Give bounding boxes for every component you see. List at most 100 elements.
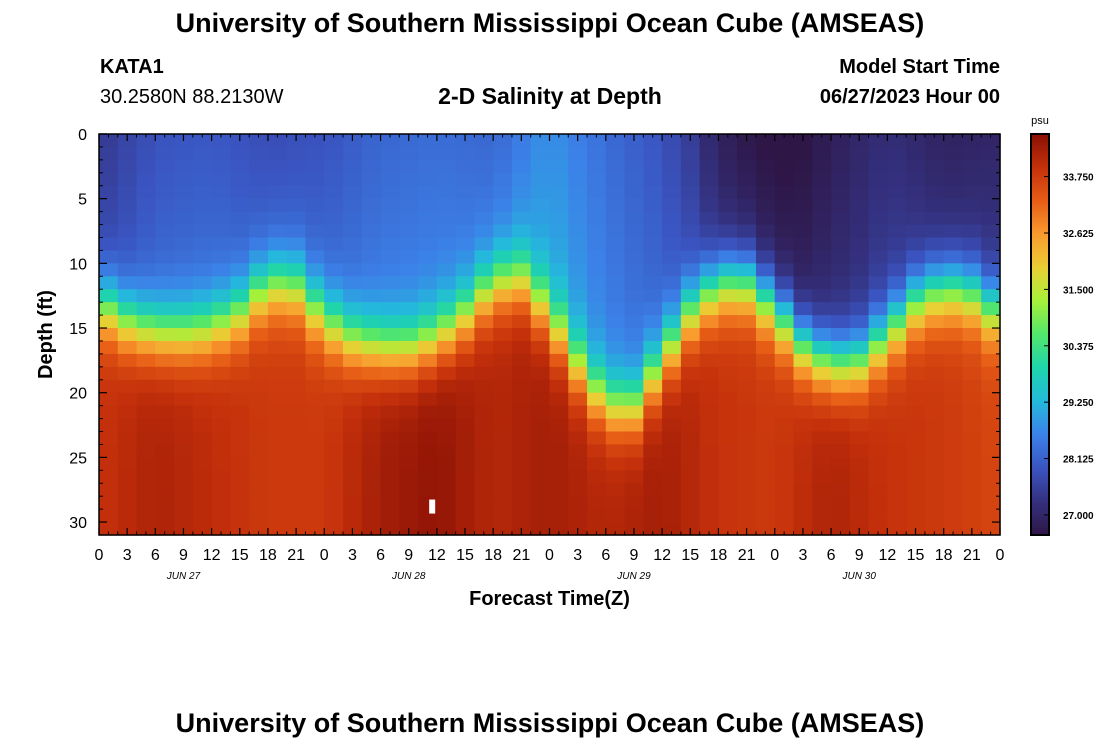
heatmap-cell [981, 302, 1001, 316]
heatmap-cell [493, 496, 513, 510]
heatmap-cell [343, 146, 363, 161]
heatmap-cell [305, 250, 325, 264]
heatmap-cell [493, 470, 513, 484]
heatmap-cell [136, 496, 156, 510]
heatmap-cell [549, 146, 569, 161]
heatmap-cell [343, 483, 363, 497]
heatmap-cell [849, 172, 870, 187]
heatmap-cell [249, 134, 269, 148]
heatmap-cell [624, 392, 644, 407]
heatmap-cell [981, 198, 1001, 213]
heatmap-cell [361, 470, 382, 484]
heatmap-cell [605, 379, 626, 394]
heatmap-cell [361, 198, 382, 213]
heatmap-cell [924, 134, 945, 148]
heatmap-cell [192, 483, 213, 497]
heatmap-cell [511, 379, 532, 394]
heatmap-cell [718, 405, 738, 420]
heatmap-cell [587, 159, 607, 174]
heatmap-cell [774, 405, 795, 420]
heatmap-cell [399, 509, 419, 523]
heatmap-cell [436, 353, 457, 368]
heatmap-cell [924, 263, 945, 277]
heatmap-cell [568, 315, 588, 329]
heatmap-cell [662, 470, 682, 484]
heatmap-cell [755, 366, 776, 381]
heatmap-cell [267, 496, 288, 510]
heatmap-cell [680, 328, 701, 342]
heatmap-cell [849, 185, 870, 200]
colorbar [1030, 133, 1050, 536]
heatmap-cell [530, 302, 551, 316]
heatmap-cell [924, 522, 945, 536]
heatmap-cell [455, 509, 476, 523]
heatmap-cell [962, 470, 982, 484]
heatmap-cell [737, 172, 757, 187]
heatmap-cell [361, 483, 382, 497]
heatmap-cell [436, 392, 457, 407]
heatmap-cell [192, 444, 213, 458]
heatmap-cell [399, 405, 419, 420]
heatmap-cell [793, 224, 813, 239]
heatmap-cell [906, 159, 926, 174]
heatmap-cell [286, 237, 307, 252]
heatmap-cell [192, 522, 213, 536]
heatmap-cell [887, 457, 907, 471]
heatmap-cell [399, 250, 419, 264]
heatmap-cell [267, 470, 288, 484]
heatmap-cell [718, 392, 738, 407]
heatmap-cell [831, 146, 851, 161]
heatmap-cell [605, 237, 626, 252]
heatmap-cell [174, 496, 194, 510]
heatmap-cell [774, 379, 795, 394]
heatmap-cell [774, 366, 795, 381]
heatmap-cell [605, 457, 626, 471]
heatmap-cell [211, 146, 231, 161]
heatmap-cell [192, 159, 213, 174]
heatmap-cell [643, 379, 663, 394]
heatmap-cell [774, 276, 795, 290]
heatmap-cell [549, 250, 569, 264]
colorbar-tick-label: 31.500 [1063, 285, 1094, 296]
heatmap-cell [662, 198, 682, 213]
heatmap-cell [849, 470, 870, 484]
day-label: JUN 27 [166, 571, 201, 582]
heatmap-cell [455, 444, 476, 458]
heatmap-cell [267, 159, 288, 174]
heatmap-cell [230, 457, 250, 471]
heatmap-cell [324, 185, 344, 200]
heatmap-cell [530, 353, 551, 368]
heatmap-cell [774, 211, 795, 226]
heatmap-cell [286, 496, 307, 510]
heatmap-cell [474, 418, 494, 433]
heatmap-cell [755, 418, 776, 433]
heatmap-cell [549, 522, 569, 536]
heatmap-cell [324, 483, 344, 497]
heatmap-cell [793, 172, 813, 187]
heatmap-cell [211, 302, 231, 316]
heatmap-cell [399, 276, 419, 290]
heatmap-cell [361, 134, 382, 148]
heatmap-cell [587, 198, 607, 213]
heatmap-cell [849, 483, 870, 497]
heatmap-cell [267, 457, 288, 471]
heatmap-cell [174, 263, 194, 277]
heatmap-cell [793, 315, 813, 329]
heatmap-cell [962, 172, 982, 187]
heatmap-cell [737, 224, 757, 239]
heatmap-cell [305, 237, 325, 252]
heatmap-cell [249, 418, 269, 433]
heatmap-cell [455, 224, 476, 239]
x-tick-label: 12 [653, 547, 671, 564]
heatmap-cell [211, 431, 231, 446]
heatmap-cell [587, 353, 607, 368]
heatmap-cell [211, 328, 231, 342]
heatmap-cell [192, 496, 213, 510]
heatmap-cell [436, 276, 457, 290]
heatmap-cell [174, 302, 194, 316]
heatmap-cell [474, 522, 494, 536]
heatmap-cell [849, 237, 870, 252]
heatmap-cell [136, 289, 156, 303]
heatmap-cell [474, 134, 494, 148]
heatmap-cell [324, 470, 344, 484]
